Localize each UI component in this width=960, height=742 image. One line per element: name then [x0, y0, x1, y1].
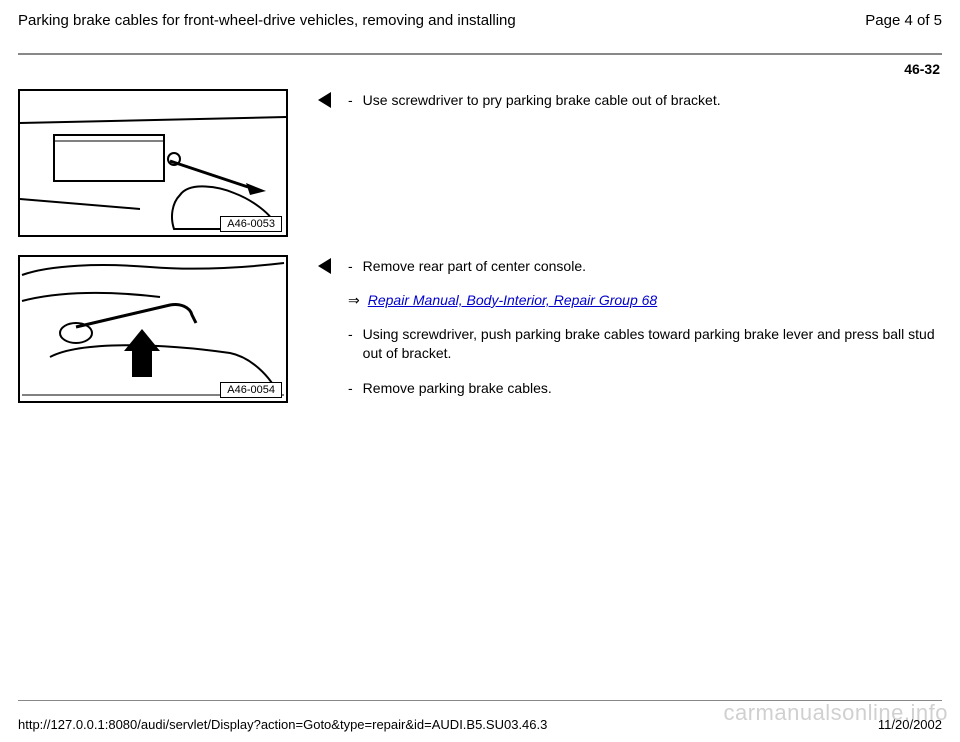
instruction-step: - Remove parking brake cables.: [348, 379, 942, 398]
instruction-step: - Remove rear part of center console.: [348, 257, 942, 276]
section-number: 46-32: [18, 61, 942, 77]
figure-illustration: [20, 257, 286, 401]
instruction-step: - Use screwdriver to pry parking brake c…: [348, 91, 721, 110]
figure-label: A46-0053: [220, 216, 282, 232]
footer-divider: [18, 700, 942, 701]
step-text: Remove parking brake cables.: [363, 379, 552, 398]
reference-link[interactable]: Repair Manual, Body-Interior, Repair Gro…: [368, 292, 657, 309]
dash-icon: -: [348, 91, 353, 110]
footer: http://127.0.0.1:8080/audi/servlet/Displ…: [0, 717, 960, 732]
reference-arrow-icon: ⇒: [348, 292, 360, 309]
page-indicator: Page 4 of 5: [865, 12, 942, 29]
figure-label: A46-0054: [220, 382, 282, 398]
instruction-block: A46-0054 - Remove rear part of center co…: [18, 255, 942, 414]
dash-icon: -: [348, 379, 353, 398]
top-divider: [18, 53, 942, 55]
instruction-step: - Using screwdriver, push parking brake …: [348, 325, 942, 363]
instruction-text: - Remove rear part of center console. ⇒ …: [316, 255, 942, 414]
footer-url: http://127.0.0.1:8080/audi/servlet/Displ…: [18, 717, 547, 732]
triangle-left-icon: [316, 91, 334, 109]
document-title: Parking brake cables for front-wheel-dri…: [18, 12, 516, 29]
dash-icon: -: [348, 257, 353, 276]
instruction-block: A46-0053 - Use screwdriver to pry parkin…: [18, 89, 942, 237]
dash-icon: -: [348, 325, 353, 363]
cross-reference: ⇒ Repair Manual, Body-Interior, Repair G…: [348, 292, 942, 309]
figure: A46-0053: [18, 89, 288, 237]
triangle-left-icon: [316, 257, 334, 275]
header: Parking brake cables for front-wheel-dri…: [18, 12, 942, 29]
instruction-text: - Use screwdriver to pry parking brake c…: [316, 89, 942, 126]
figure-illustration: [20, 91, 286, 235]
step-text: Use screwdriver to pry parking brake cab…: [363, 91, 721, 110]
step-text: Remove rear part of center console.: [363, 257, 586, 276]
footer-date: 11/20/2002: [878, 717, 942, 732]
step-text: Using screwdriver, push parking brake ca…: [363, 325, 942, 363]
figure: A46-0054: [18, 255, 288, 403]
